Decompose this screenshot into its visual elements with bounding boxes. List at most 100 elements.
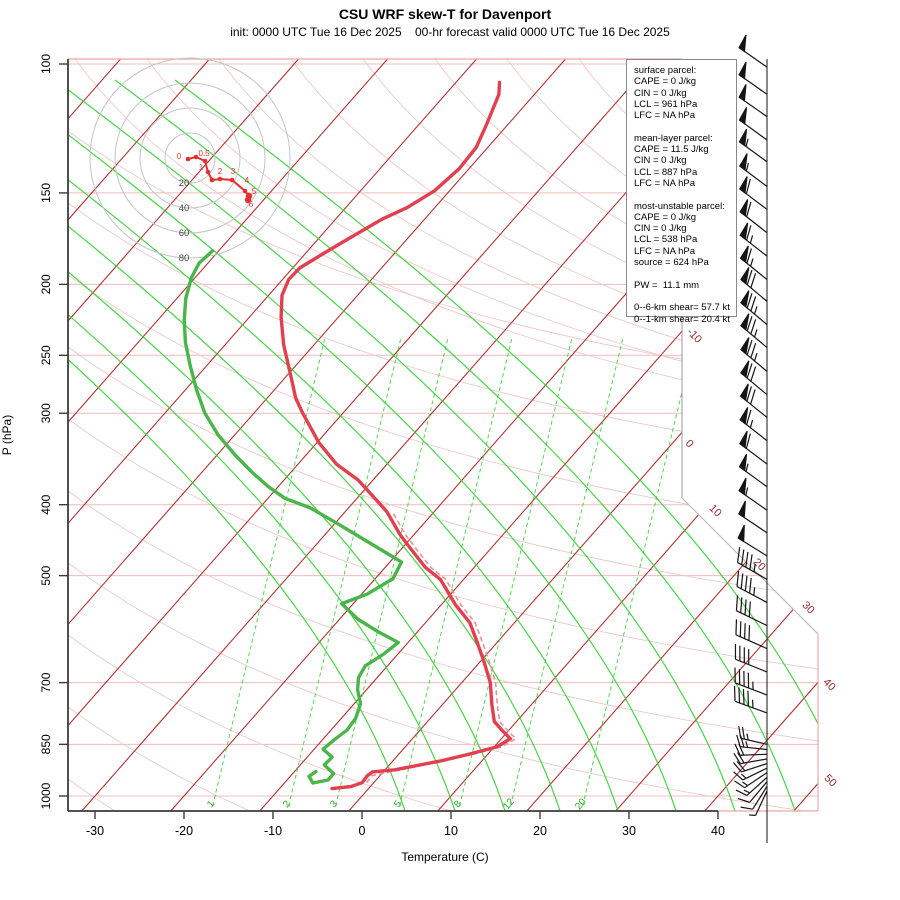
wind-barb-half	[745, 463, 749, 472]
parcel-info-line: LFC = NA hPa	[634, 110, 695, 122]
parcel-info-line: 0--1-km shear= 20.4 kt	[634, 313, 730, 325]
wind-barb-full	[734, 780, 745, 789]
moist-adiabat-line	[68, 79, 677, 811]
wind-barb-full	[746, 269, 753, 285]
parcel-info-line: CAPE = 0 J/kg	[634, 211, 697, 223]
wind-barb-full	[746, 225, 752, 241]
wind-barb-full	[746, 339, 753, 355]
wind-barb-half	[745, 162, 750, 172]
wind-barb	[738, 477, 768, 511]
isotherm-line	[68, 59, 655, 811]
temperature-curve	[279, 80, 512, 791]
wind-barb	[738, 107, 768, 141]
wind-barb-full	[744, 599, 747, 615]
wind-barb-staff	[735, 634, 768, 650]
wind-barb-full	[750, 343, 757, 359]
dry-adiabat-line	[68, 562, 818, 811]
x-tick-label: -10	[264, 824, 282, 838]
dry-adiabat-line	[68, 706, 818, 811]
mixing-ratio-line	[335, 337, 449, 807]
y-tick-label: 700	[39, 672, 53, 692]
parcel-info-line: 0--6-km shear= 57.7 kt	[634, 302, 730, 314]
wind-barb-staff	[744, 772, 768, 789]
dry-adiabat-line	[794, 59, 818, 401]
wind-barb-pennant	[739, 430, 748, 449]
wind-barb-half	[750, 258, 754, 267]
dry-adiabat-line	[68, 418, 818, 670]
wind-barbs	[732, 34, 768, 816]
wind-barb-staff	[734, 700, 768, 714]
wind-barb	[738, 61, 768, 95]
wind-barb	[737, 524, 768, 557]
wind-barb-staff	[735, 658, 768, 673]
isotherm-line	[68, 59, 477, 811]
dry-adiabat-line	[218, 59, 818, 401]
wind-barb-pennant	[738, 477, 747, 496]
hodograph-point-label: 4	[245, 176, 250, 185]
wind-barb	[740, 785, 768, 810]
x-tick-label: 40	[711, 824, 725, 838]
y-tick-label: 1000	[39, 782, 53, 809]
wind-barb-full	[739, 621, 742, 637]
parcel-info-line: CAPE = 0 J/kg	[634, 76, 697, 88]
wind-barb-staff	[749, 781, 768, 803]
wind-barb-pennant	[739, 153, 748, 172]
wind-barb-full	[748, 625, 751, 641]
isotherm-line	[68, 59, 299, 811]
wind-barb-full	[750, 296, 757, 312]
wind-barb-full	[736, 547, 741, 563]
mixing-ratio-line	[212, 337, 326, 807]
hodograph-point	[244, 196, 252, 204]
parcel-info-line: CIN = 0 J/kg	[634, 223, 687, 235]
x-tick-label: 0	[359, 824, 366, 838]
hodograph-point-label: 1	[199, 163, 204, 172]
hodograph-point-label: 0	[177, 152, 182, 161]
y-tick-label: 200	[39, 274, 53, 294]
wind-barb-half	[743, 789, 751, 794]
wind-barb-pennant	[738, 61, 747, 80]
hodograph: 20 40 60 80 0 0.5 1 2 345 6	[89, 57, 291, 264]
wind-barb-full	[748, 577, 752, 594]
dry-adiabat-line	[68, 778, 818, 811]
wind-barb-pennant	[740, 290, 750, 309]
x-tick-label: -30	[86, 824, 104, 838]
parcel-info-line: CIN = 0 J/kg	[634, 155, 687, 167]
isotherm-line	[68, 59, 566, 811]
wind-barb	[740, 313, 768, 349]
hodograph-ring	[164, 132, 216, 184]
wind-barb-pennant	[740, 337, 750, 355]
isotherm-line	[793, 59, 818, 811]
wind-barb	[734, 772, 768, 789]
wind-barb-full	[750, 366, 757, 382]
hodograph-ring-label: 80	[179, 253, 190, 264]
isotherm-line	[68, 59, 121, 811]
wind-barb-pennant	[740, 360, 750, 379]
x-tick-label: 20	[533, 824, 547, 838]
wind-barb-pennant	[738, 34, 747, 53]
wind-barb-half	[753, 563, 756, 573]
hodograph-point-label: 0.5	[198, 149, 210, 158]
wind-barb-half	[745, 741, 749, 748]
dewpoint-curve	[182, 249, 404, 785]
wind-barb-pennant	[739, 199, 749, 217]
dry-adiabat-line	[74, 59, 776, 401]
parcel-info-line: source = 624 hPa	[634, 257, 709, 269]
mixing-ratio-line	[399, 337, 513, 807]
wind-barb	[736, 734, 768, 751]
parcel-info-line: LCL = 887 hPa	[634, 166, 698, 178]
wind-barb-half	[753, 329, 758, 338]
parcel-info-line: surface parcel:	[634, 65, 697, 76]
wind-barb	[735, 595, 768, 627]
mixing-ratio-label: 1	[205, 798, 217, 810]
moist-adiabat-line	[68, 79, 561, 811]
wind-barb-pennant	[739, 383, 749, 402]
hodograph-ring	[89, 57, 291, 259]
wind-barb-half	[749, 235, 754, 244]
wind-barb-full	[734, 743, 741, 756]
parcel-info-line: LCL = 961 hPa	[634, 98, 698, 110]
x-tick-label: -20	[175, 824, 193, 838]
parcel-info-line: LFC = NA hPa	[634, 245, 695, 257]
wind-barb-staff	[740, 746, 768, 751]
parcel-info-line: PW = 11.1 mm	[634, 279, 700, 291]
wind-barb-full	[733, 752, 741, 764]
